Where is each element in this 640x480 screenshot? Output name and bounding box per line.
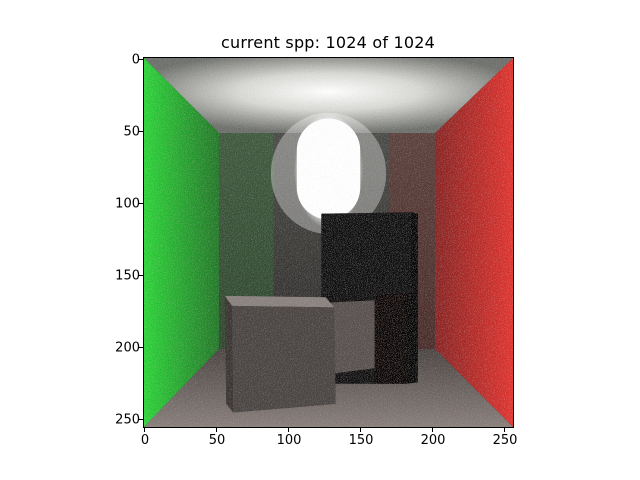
x-tick-label: 0 [140,433,150,448]
x-tick [288,427,289,432]
x-tick-label: 150 [348,433,374,448]
x-tick-label: 100 [276,433,302,448]
x-tick-label: 200 [420,433,446,448]
y-tick [138,131,143,132]
y-tick-label: 150 [115,268,140,284]
plot-title: current spp: 1024 of 1024 [221,33,435,52]
y-tick [138,347,143,348]
y-tick-label: 200 [115,340,140,356]
y-tick [138,275,143,276]
x-tick-label: 250 [492,433,518,448]
x-tick [360,427,361,432]
cornell-box-render [144,58,513,427]
y-tick-label: 100 [115,196,140,212]
x-tick-label: 50 [208,433,226,448]
rendered-image [144,58,513,427]
y-tick [138,59,143,60]
x-tick [432,427,433,432]
x-tick [216,427,217,432]
y-tick-label: 250 [115,412,140,428]
x-tick [504,427,505,432]
y-tick-label: 50 [123,124,140,140]
y-tick [138,419,143,420]
x-tick [144,427,145,432]
y-tick [138,203,143,204]
y-tick-label: 0 [131,52,140,68]
